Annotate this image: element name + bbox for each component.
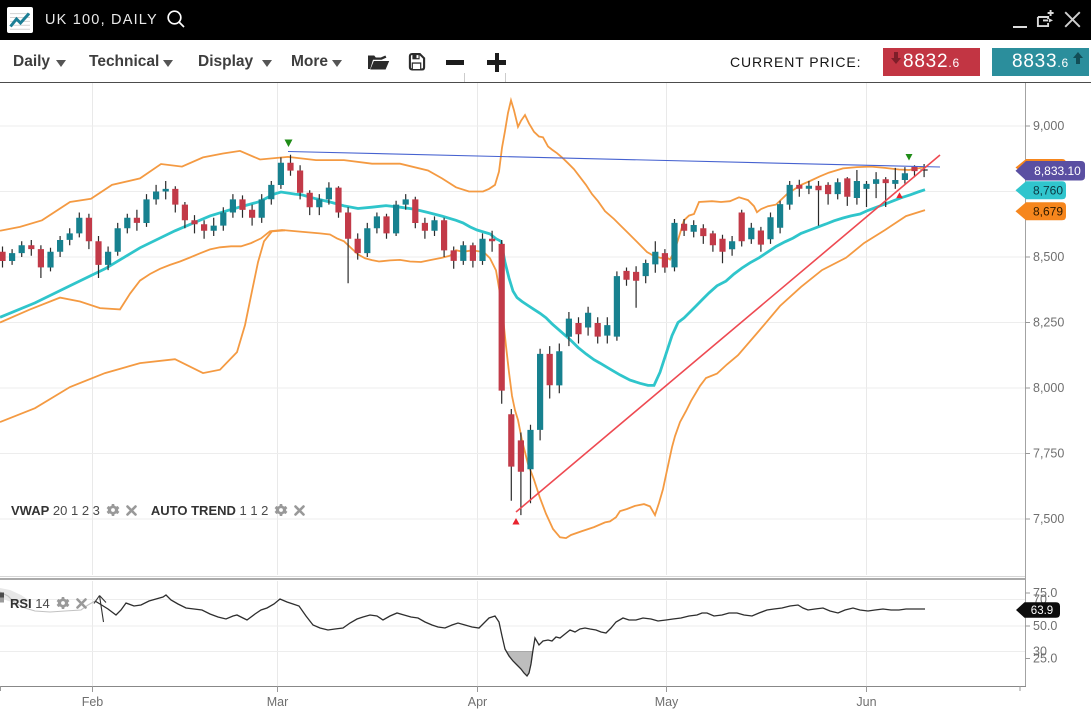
svg-text:Jun: Jun: [856, 695, 876, 709]
svg-text:8,250: 8,250: [1033, 316, 1064, 330]
svg-text:63.9: 63.9: [1031, 605, 1053, 617]
svg-text:8,500: 8,500: [1033, 250, 1064, 264]
svg-text:8,833.10: 8,833.10: [1034, 164, 1081, 178]
svg-text:30: 30: [1033, 645, 1047, 659]
svg-text:9,000: 9,000: [1033, 119, 1064, 133]
svg-text:8,679: 8,679: [1033, 205, 1063, 219]
svg-text:7,750: 7,750: [1033, 447, 1064, 461]
svg-text:Apr: Apr: [468, 695, 487, 709]
svg-text:May: May: [655, 695, 679, 709]
svg-text:7,500: 7,500: [1033, 512, 1064, 526]
svg-text:8,760: 8,760: [1033, 184, 1063, 198]
svg-text:8,000: 8,000: [1033, 381, 1064, 395]
svg-text:25.0: 25.0: [1033, 652, 1057, 666]
svg-text:75.0: 75.0: [1033, 586, 1057, 600]
svg-text:Mar: Mar: [267, 695, 289, 709]
svg-text:50.0: 50.0: [1033, 619, 1057, 633]
svg-text:Feb: Feb: [82, 695, 104, 709]
